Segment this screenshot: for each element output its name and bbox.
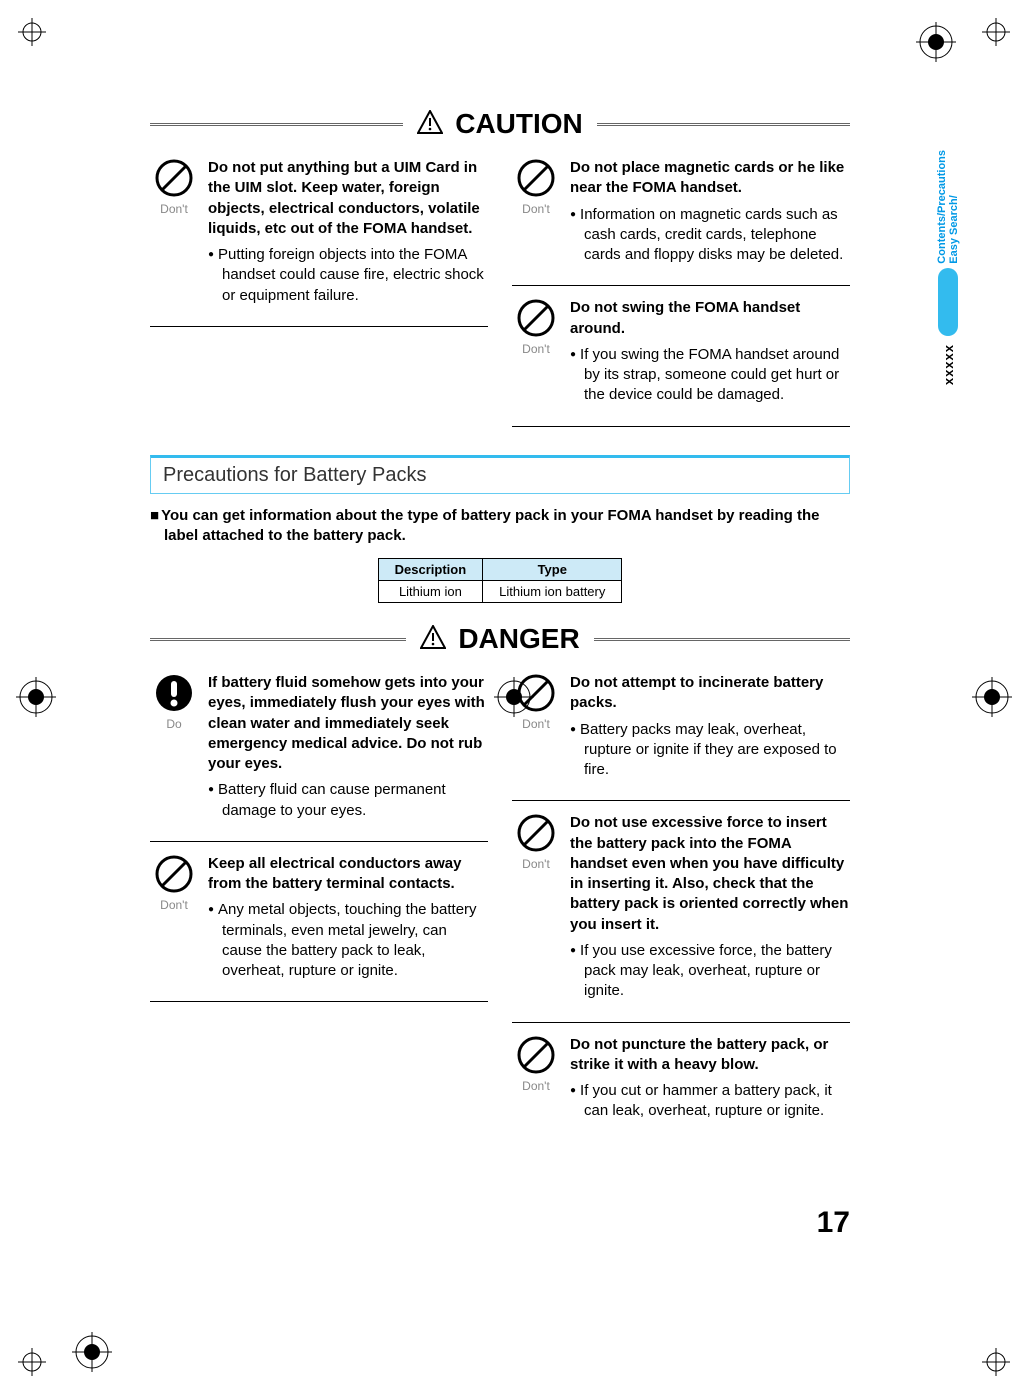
dont-icon: Don't: [512, 813, 560, 871]
item-title: Do not use excessive force to insert the…: [570, 813, 850, 935]
caution-item: Don't Do not place magnetic cards or he …: [512, 154, 850, 275]
icon-label: Don't: [150, 202, 198, 216]
page-number: 17: [817, 1206, 850, 1240]
icon-label: Don't: [512, 1079, 560, 1093]
divider: [150, 1001, 488, 1002]
item-bullet: Any metal objects, touching the battery …: [208, 900, 488, 981]
danger-item: Don't Keep all electrical conductors awa…: [150, 850, 488, 992]
item-title: Do not attempt to incinerate battery pac…: [570, 673, 850, 714]
regmark-top-right: [916, 22, 956, 62]
side-tab-line2: Contents/Precautions: [936, 150, 948, 264]
danger-col-left: Do If battery fluid somehow gets into yo…: [150, 669, 488, 1132]
icon-label: Don't: [512, 202, 560, 216]
caution-heading: CAUTION: [150, 108, 850, 140]
heading-line-left: [150, 123, 403, 126]
danger-columns: Do If battery fluid somehow gets into yo…: [150, 669, 850, 1132]
item-bullet: Battery fluid can cause permanent damage…: [208, 780, 488, 821]
cropmark-bottom-right: [982, 1348, 1010, 1376]
caution-item: Don't Do not swing the FOMA handset arou…: [512, 294, 850, 415]
item-bullet: If you use excessive force, the battery …: [570, 941, 850, 1002]
item-bullet: Information on magnetic cards such as ca…: [570, 205, 850, 266]
divider: [512, 1022, 850, 1023]
item-title: Do not puncture the battery pack, or str…: [570, 1035, 850, 1076]
cropmark-bottom-left: [18, 1348, 46, 1376]
item-body: Do not place magnetic cards or he like n…: [570, 158, 850, 265]
icon-label: Don't: [512, 342, 560, 356]
side-tab: Contents/Precautions Easy Search/ xxxxx: [928, 150, 968, 385]
item-body: Do not attempt to incinerate battery pac…: [570, 673, 850, 780]
regmark-right: [972, 677, 1012, 717]
divider: [512, 285, 850, 286]
heading-line-right: [597, 123, 850, 126]
danger-item: Don't Do not attempt to incinerate batte…: [512, 669, 850, 790]
danger-col-right: Don't Do not attempt to incinerate batte…: [512, 669, 850, 1132]
item-body: Do not put anything but a UIM Card in th…: [208, 158, 488, 306]
caution-col-right: Don't Do not place magnetic cards or he …: [512, 154, 850, 427]
danger-item: Don't Do not puncture the battery pack, …: [512, 1031, 850, 1132]
side-tab-xs: xxxxx: [941, 344, 956, 385]
caution-title: CAUTION: [455, 108, 583, 140]
item-bullet: Putting foreign objects into the FOMA ha…: [208, 245, 488, 306]
danger-item: Don't Do not use excessive force to inse…: [512, 809, 850, 1011]
divider: [150, 326, 488, 327]
warning-icon: [417, 110, 443, 138]
heading-line-left: [150, 638, 406, 641]
icon-label: Don't: [150, 898, 198, 912]
side-tab-title: Contents/Precautions Easy Search/: [936, 150, 960, 264]
danger-heading: DANGER: [150, 623, 850, 655]
do-icon: Do: [150, 673, 198, 731]
item-title: Do not put anything but a UIM Card in th…: [208, 158, 488, 239]
danger-item: Do If battery fluid somehow gets into yo…: [150, 669, 488, 831]
dont-icon: Don't: [150, 158, 198, 216]
item-bullet: Battery packs may leak, overheat, ruptur…: [570, 720, 850, 781]
section-heading-box: Precautions for Battery Packs: [150, 455, 850, 494]
item-body: Do not use excessive force to insert the…: [570, 813, 850, 1001]
dont-icon: Don't: [512, 298, 560, 356]
table-header: Type: [483, 559, 622, 581]
dont-icon: Don't: [512, 673, 560, 731]
danger-title: DANGER: [458, 623, 579, 655]
caution-item: Don't Do not put anything but a UIM Card…: [150, 154, 488, 316]
item-title: Do not place magnetic cards or he like n…: [570, 158, 850, 199]
item-body: If battery fluid somehow gets into your …: [208, 673, 488, 821]
regmark-bottom-left: [72, 1332, 112, 1372]
table-cell: Lithium ion battery: [483, 581, 622, 603]
item-bullet: If you cut or hammer a battery pack, it …: [570, 1081, 850, 1122]
divider: [512, 426, 850, 427]
divider: [512, 800, 850, 801]
regmark-left: [16, 677, 56, 717]
item-body: Do not swing the FOMA handset around. If…: [570, 298, 850, 405]
caution-columns: Don't Do not put anything but a UIM Card…: [150, 154, 850, 427]
icon-label: Don't: [512, 857, 560, 871]
item-title: If battery fluid somehow gets into your …: [208, 673, 488, 774]
side-tab-indicator: [938, 268, 958, 336]
cropmark-top-right: [982, 18, 1010, 46]
cropmark-top-left: [18, 18, 46, 46]
item-body: Do not puncture the battery pack, or str…: [570, 1035, 850, 1122]
section-subtitle: You can get information about the type o…: [150, 506, 850, 547]
divider: [150, 841, 488, 842]
table-header: Description: [378, 559, 483, 581]
icon-label: Do: [150, 717, 198, 731]
section-title: Precautions for Battery Packs: [163, 464, 426, 486]
dont-icon: Don't: [512, 158, 560, 216]
page-content: CAUTION Don't Do not put anything but a …: [150, 100, 850, 1132]
item-bullet: If you swing the FOMA handset around by …: [570, 345, 850, 406]
item-body: Keep all electrical conductors away from…: [208, 854, 488, 982]
caution-col-left: Don't Do not put anything but a UIM Card…: [150, 154, 488, 427]
item-title: Keep all electrical conductors away from…: [208, 854, 488, 895]
icon-label: Don't: [512, 717, 560, 731]
dont-icon: Don't: [150, 854, 198, 912]
heading-line-right: [594, 638, 850, 641]
side-tab-line1: Easy Search/: [948, 150, 960, 264]
table-cell: Lithium ion: [378, 581, 483, 603]
item-title: Do not swing the FOMA handset around.: [570, 298, 850, 339]
dont-icon: Don't: [512, 1035, 560, 1093]
warning-icon: [420, 625, 446, 653]
battery-table: DescriptionType Lithium ionLithium ion b…: [150, 558, 850, 603]
